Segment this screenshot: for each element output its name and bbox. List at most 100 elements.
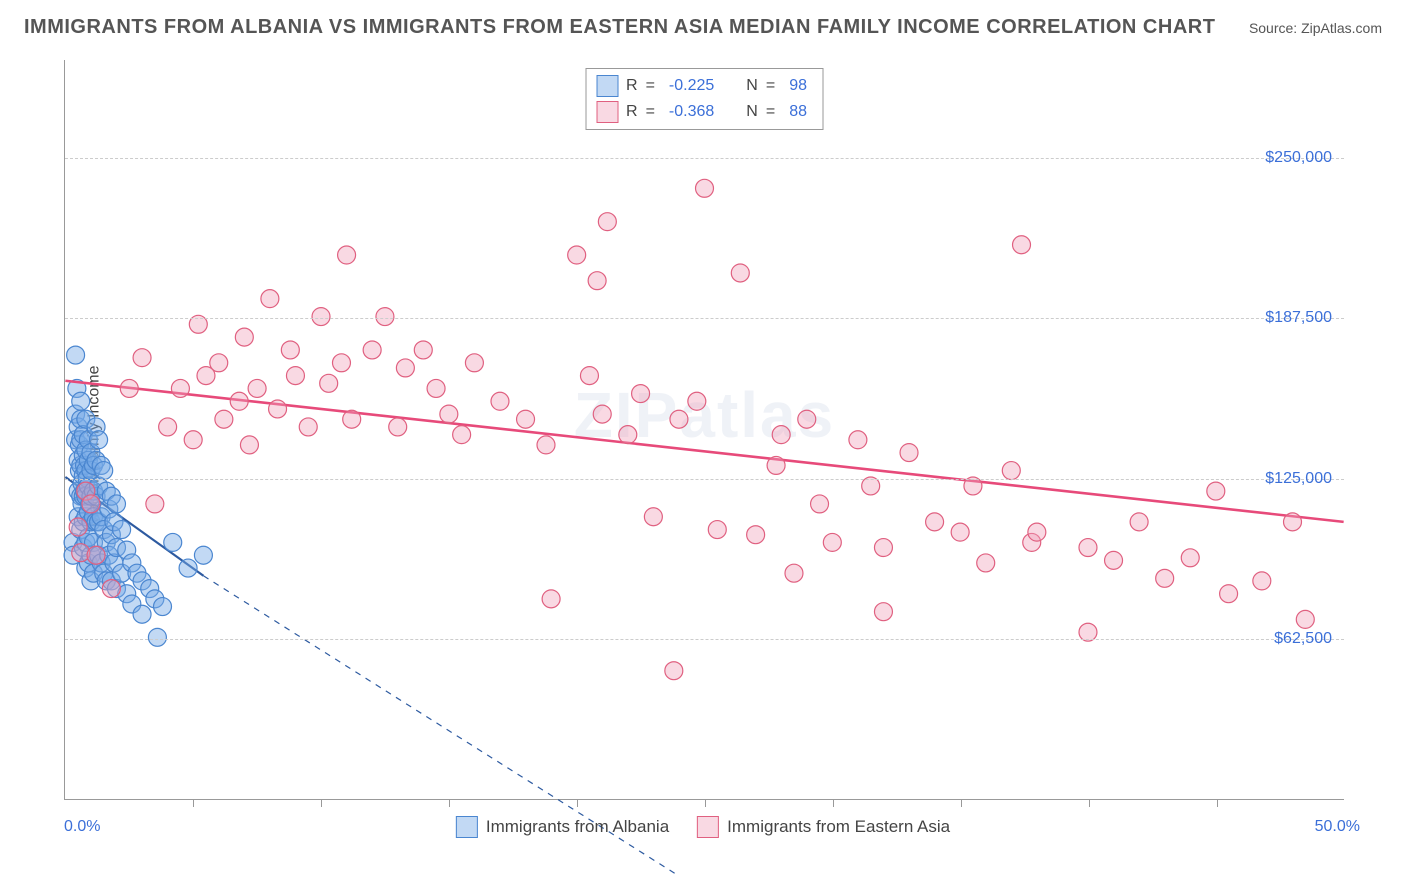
y-tick-label: $125,000 (1265, 470, 1332, 488)
data-point (159, 418, 177, 436)
swatch-bottom-1 (697, 816, 719, 838)
x-tick (705, 799, 706, 807)
data-point (79, 554, 97, 572)
data-point (72, 392, 90, 410)
data-point (133, 349, 151, 367)
swatch-bottom-0 (456, 816, 478, 838)
data-point (197, 367, 215, 385)
data-point (849, 431, 867, 449)
data-point (688, 392, 706, 410)
data-point (332, 354, 350, 372)
x-min-label: 0.0% (64, 818, 100, 836)
data-point (72, 431, 90, 449)
data-point (977, 554, 995, 572)
data-point (261, 290, 279, 308)
data-point (100, 500, 118, 518)
data-point (731, 264, 749, 282)
data-point (113, 564, 131, 582)
data-point (580, 367, 598, 385)
data-point (95, 462, 113, 480)
data-point (77, 462, 95, 480)
x-tick (193, 799, 194, 807)
data-point (670, 410, 688, 428)
data-point (92, 554, 110, 572)
x-tick (321, 799, 322, 807)
legend-label-1: Immigrants from Eastern Asia (727, 817, 950, 837)
data-point (84, 564, 102, 582)
data-point (64, 533, 82, 551)
data-point (79, 451, 97, 469)
data-point (1002, 462, 1020, 480)
chart-title: IMMIGRANTS FROM ALBANIA VS IMMIGRANTS FR… (24, 16, 1215, 39)
y-tick-label: $62,500 (1274, 630, 1332, 648)
data-point (102, 580, 120, 598)
data-point (70, 436, 88, 454)
stat-eq: = (646, 103, 655, 121)
data-point (338, 246, 356, 264)
data-point (108, 580, 126, 598)
data-point (874, 603, 892, 621)
x-tick (961, 799, 962, 807)
data-point (179, 559, 197, 577)
chart-source: Source: ZipAtlas.com (1249, 20, 1382, 36)
data-point (568, 246, 586, 264)
x-tick (833, 799, 834, 807)
data-point (69, 482, 87, 500)
data-point (286, 367, 304, 385)
data-point (90, 513, 108, 531)
data-point (87, 546, 105, 564)
data-point (72, 521, 90, 539)
stat-r-1: -0.368 (669, 103, 714, 121)
x-tick (1217, 799, 1218, 807)
data-point (69, 418, 87, 436)
data-point (118, 541, 136, 559)
data-point (68, 379, 86, 397)
data-point (598, 213, 616, 231)
data-point (64, 546, 82, 564)
data-point (148, 628, 166, 646)
data-point (77, 559, 95, 577)
data-point (1284, 513, 1302, 531)
data-point (128, 564, 146, 582)
plot-region: ZIPatlas R = -0.225 N = 98 R = -0.368 N … (64, 60, 1344, 800)
data-point (102, 526, 120, 544)
data-point (299, 418, 317, 436)
data-point (84, 508, 102, 526)
gridline (65, 639, 1344, 640)
data-point (593, 405, 611, 423)
data-point (248, 379, 266, 397)
data-point (87, 513, 105, 531)
data-point (240, 436, 258, 454)
data-point (343, 410, 361, 428)
data-point (105, 513, 123, 531)
data-point (69, 508, 87, 526)
stat-label-n: N (746, 103, 758, 121)
legend-entry-0: Immigrants from Albania (456, 816, 669, 838)
data-point (619, 426, 637, 444)
data-point (123, 595, 141, 613)
data-point (874, 539, 892, 557)
data-point (1207, 482, 1225, 500)
chart-header: IMMIGRANTS FROM ALBANIA VS IMMIGRANTS FR… (0, 0, 1406, 47)
data-point (133, 572, 151, 590)
x-tick (577, 799, 578, 807)
stat-n-0: 98 (789, 77, 807, 95)
data-point (414, 341, 432, 359)
data-point (67, 346, 85, 364)
data-point (69, 518, 87, 536)
data-point (363, 341, 381, 359)
data-point (70, 462, 88, 480)
data-point (74, 426, 92, 444)
data-point (69, 451, 87, 469)
stat-eq: = (766, 77, 775, 95)
data-point (73, 474, 91, 492)
gridline (65, 479, 1344, 480)
data-point (146, 495, 164, 513)
data-point (517, 410, 535, 428)
data-point (108, 495, 126, 513)
data-point (72, 487, 90, 505)
data-point (74, 487, 92, 505)
data-point (772, 426, 790, 444)
data-point (73, 495, 91, 513)
data-point (82, 495, 100, 513)
